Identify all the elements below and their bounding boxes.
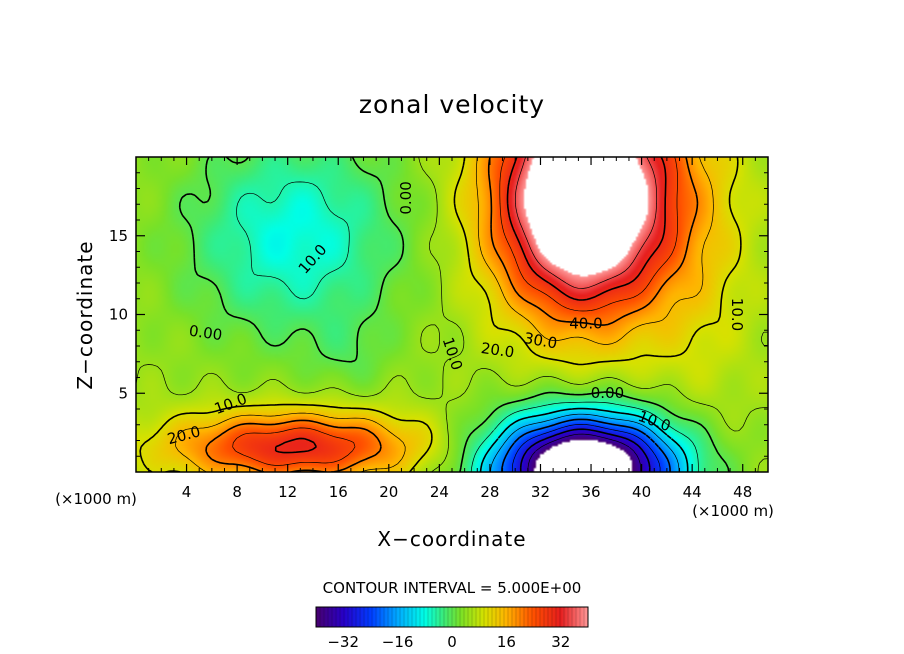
contour-line [519, 428, 651, 472]
contour-line [490, 413, 680, 472]
contour-label: 0.00 [591, 384, 624, 402]
y-axis: 5 10 15 [109, 172, 768, 457]
x-unit-left: (×1000 m) [55, 490, 137, 508]
x-tick-label: 44 [683, 483, 702, 501]
colorbar-ticks: −32 −16 0 16 32 [327, 633, 570, 651]
y-tick-label: 10 [109, 306, 128, 324]
colorbar-tick-label: −32 [327, 633, 359, 651]
contour-line [236, 181, 699, 472]
x-tick-label: 36 [581, 483, 600, 501]
x-tick-label: 28 [480, 483, 499, 501]
x-tick-label: 24 [430, 483, 449, 501]
contour-line [479, 407, 689, 472]
contour-line [178, 157, 730, 472]
contour-line [274, 157, 667, 454]
x-axis: 4 8 12 16 20 24 28 32 36 40 44 48 [148, 157, 756, 501]
x-tick-label: 32 [531, 483, 550, 501]
y-tick-label: 5 [118, 384, 128, 402]
colorbar-divisions [319, 607, 585, 627]
contour-label: 20.0 [480, 339, 516, 361]
contour-label: 30.0 [523, 329, 559, 353]
x-tick-label: 4 [182, 483, 192, 501]
contour-label: 40.0 [569, 314, 602, 332]
x-unit-right: (×1000 m) [692, 502, 774, 520]
x-tick-label: 8 [232, 483, 242, 501]
colorbar-frame [315, 606, 589, 628]
y-axis-label: Z−coordinate [73, 240, 97, 389]
contour-lines [136, 157, 768, 472]
x-tick-label: 20 [379, 483, 398, 501]
x-tick-label: 12 [278, 483, 297, 501]
y-tick-label: 15 [109, 227, 128, 245]
contour-line [514, 157, 658, 289]
colorbar-tick-label: −16 [382, 633, 414, 651]
x-tick-label: 16 [329, 483, 348, 501]
chart-title: zonal velocity [359, 90, 545, 119]
contour-label: 10.0 [728, 298, 746, 331]
contour-line [501, 418, 671, 472]
colorbar-tick-label: 32 [551, 633, 570, 651]
contour-line [174, 157, 714, 472]
velocity-heatmap [136, 157, 768, 472]
x-tick-label: 40 [632, 483, 651, 501]
contour-line [232, 157, 678, 466]
x-axis-label: X−coordinate [377, 527, 526, 551]
colorbar [316, 607, 588, 627]
contour-label: 0.00 [397, 181, 415, 214]
contour-line [511, 423, 661, 472]
colorbar-tick-label: 0 [447, 633, 457, 651]
colorbar-tick-label: 16 [497, 633, 516, 651]
contour-interval-text: CONTOUR INTERVAL = 5.000E+00 [323, 579, 582, 597]
x-tick-label: 48 [733, 483, 752, 501]
contour-line [139, 157, 742, 472]
contour-line [136, 157, 768, 472]
contour-line [205, 157, 699, 472]
contour-label: 0.00 [188, 322, 224, 344]
